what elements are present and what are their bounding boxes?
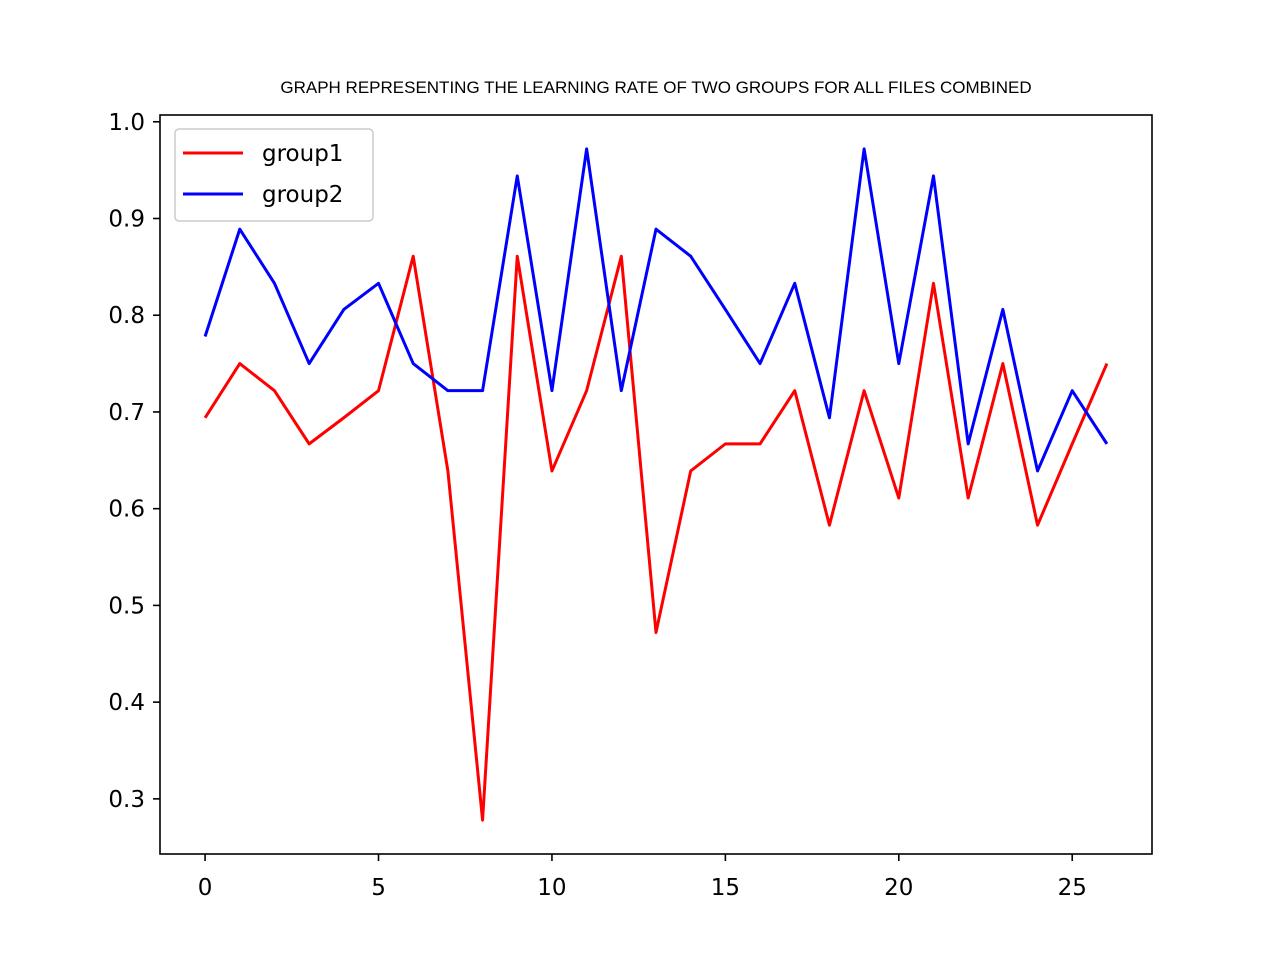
data-point-group1 — [863, 389, 866, 392]
data-point-group2 — [342, 308, 345, 311]
data-point-group1 — [932, 282, 935, 285]
data-point-group2 — [1105, 442, 1108, 445]
legend: group1 group2 — [174, 128, 374, 222]
data-point-group1 — [446, 469, 449, 472]
data-point-group2 — [238, 228, 241, 231]
data-point-group2 — [759, 362, 762, 365]
data-point-group2 — [481, 389, 484, 392]
data-point-group1 — [1001, 362, 1004, 365]
data-point-group1 — [342, 416, 345, 419]
data-point-group2 — [1071, 389, 1074, 392]
data-point-group1 — [897, 497, 900, 500]
data-point-group1 — [1036, 524, 1039, 527]
data-point-group2 — [793, 282, 796, 285]
data-point-group1 — [377, 389, 380, 392]
data-point-group1 — [273, 389, 276, 392]
data-point-group1 — [412, 255, 415, 258]
data-point-group1 — [793, 389, 796, 392]
series-line-group2 — [203, 147, 1109, 473]
data-point-group2 — [308, 362, 311, 365]
data-point-group1 — [828, 524, 831, 527]
y-tick-label: 0.3 — [108, 787, 145, 813]
data-point-group1 — [550, 469, 553, 472]
data-point-group1 — [655, 631, 658, 634]
data-point-group2 — [446, 389, 449, 392]
data-point-group2 — [585, 147, 588, 150]
data-point-group1 — [238, 362, 241, 365]
data-point-group1 — [516, 255, 519, 258]
y-tick-label: 0.5 — [108, 593, 145, 619]
data-point-group2 — [412, 362, 415, 365]
y-tick-label: 1.0 — [108, 110, 145, 136]
data-point-group2 — [204, 335, 207, 338]
data-point-group2 — [724, 308, 727, 311]
legend-label-group1: group1 — [262, 141, 343, 167]
x-tick-label: 5 — [371, 875, 386, 901]
data-point-group2 — [863, 147, 866, 150]
data-point-group1 — [724, 442, 727, 445]
y-tick-label: 0.4 — [108, 690, 145, 716]
data-point-group2 — [516, 174, 519, 177]
data-point-group2 — [932, 174, 935, 177]
data-point-group1 — [308, 442, 311, 445]
data-point-group2 — [967, 442, 970, 445]
legend-label-group2: group2 — [262, 182, 343, 208]
data-point-group2 — [377, 282, 380, 285]
series-line-group1 — [203, 254, 1109, 822]
data-point-group1 — [1071, 442, 1074, 445]
axes-layer: 0 5 10 15 20 25 0.3 0.4 0.5 0.6 0.7 0.8 0.9 1.0 — [108, 110, 1153, 901]
data-point-group2 — [550, 389, 553, 392]
x-tick-label: 0 — [198, 875, 213, 901]
data-point-group2 — [1001, 308, 1004, 311]
x-tick-label: 10 — [537, 875, 566, 901]
x-tick-label: 25 — [1058, 875, 1087, 901]
data-point-group2 — [897, 362, 900, 365]
data-point-group1 — [481, 819, 484, 822]
data-point-group1 — [967, 497, 970, 500]
y-tick-label: 0.9 — [108, 206, 145, 232]
y-tick-label: 0.6 — [108, 497, 145, 523]
plot-area — [160, 115, 1152, 854]
axes-frame — [159, 114, 1153, 855]
y-tick-label: 0.7 — [108, 400, 145, 426]
chart-title: GRAPH REPRESENTING THE LEARNING RATE OF … — [280, 78, 1031, 97]
data-point-group2 — [620, 389, 623, 392]
data-point-group1 — [204, 416, 207, 419]
data-point-group1 — [1105, 362, 1108, 365]
data-point-group1 — [759, 442, 762, 445]
y-tick-label: 0.8 — [108, 303, 145, 329]
data-point-group2 — [689, 255, 692, 258]
data-point-group2 — [828, 416, 831, 419]
x-tick-label: 15 — [711, 875, 740, 901]
x-tick-label: 20 — [884, 875, 913, 901]
data-point-group1 — [585, 389, 588, 392]
series-layer — [203, 147, 1109, 822]
data-point-group1 — [689, 469, 692, 472]
data-point-group1 — [620, 255, 623, 258]
data-point-group2 — [1036, 469, 1039, 472]
data-point-group2 — [655, 228, 658, 231]
data-point-group2 — [273, 282, 276, 285]
